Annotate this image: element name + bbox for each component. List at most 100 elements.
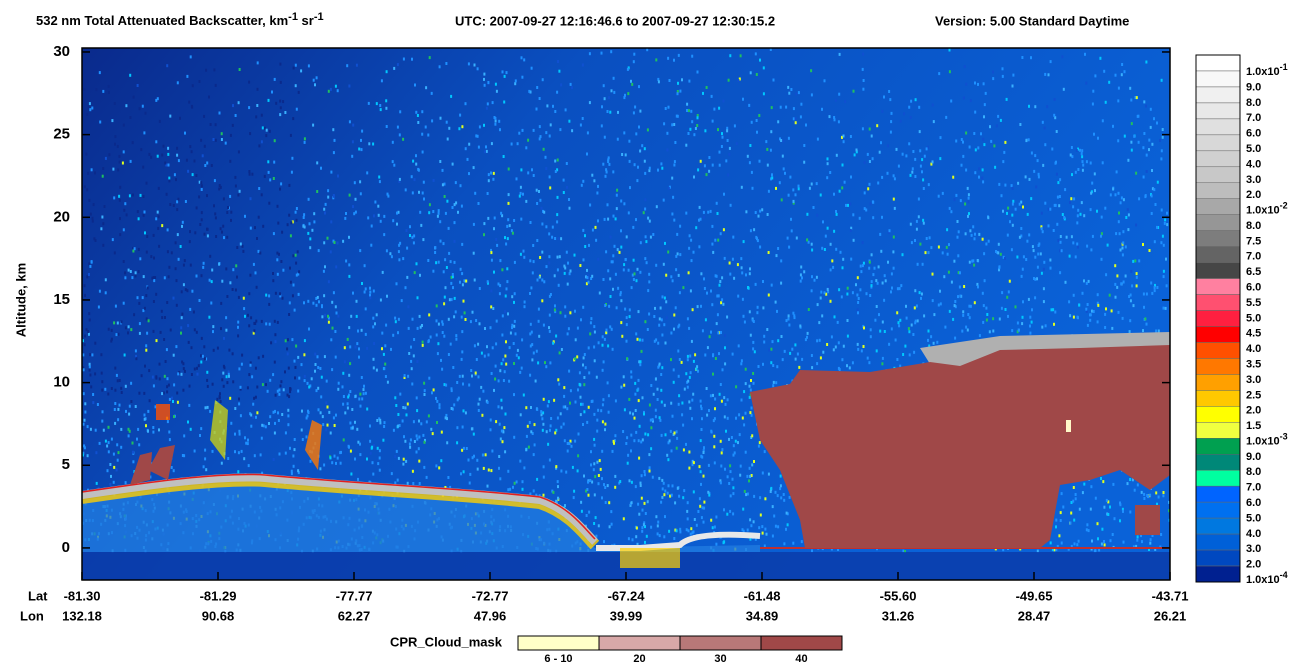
speckle xyxy=(815,275,818,279)
speckle xyxy=(143,210,146,214)
speckle xyxy=(593,412,596,416)
speckle xyxy=(1134,259,1137,263)
speckle xyxy=(777,339,780,343)
speckle xyxy=(659,306,662,310)
speckle xyxy=(1127,228,1130,232)
speckle xyxy=(422,238,425,242)
speckle xyxy=(720,145,723,148)
speckle xyxy=(1122,540,1125,544)
speckle xyxy=(97,486,100,490)
speckle xyxy=(460,472,462,476)
speckle xyxy=(118,154,121,158)
speckle xyxy=(1106,243,1109,247)
speckle xyxy=(714,238,717,242)
speckle xyxy=(110,437,113,441)
speckle xyxy=(866,356,869,360)
speckle xyxy=(899,364,902,368)
speckle xyxy=(877,181,880,185)
speckle xyxy=(1117,310,1120,314)
speckle xyxy=(818,338,821,342)
speckle xyxy=(691,120,694,124)
speckle xyxy=(161,224,164,228)
speckle xyxy=(363,290,366,294)
speckle xyxy=(627,92,630,96)
speckle xyxy=(378,180,381,184)
speckle xyxy=(766,328,769,331)
speckle xyxy=(632,258,635,262)
speckle xyxy=(331,326,334,330)
speckle xyxy=(346,402,349,406)
speckle xyxy=(681,401,684,405)
speckle xyxy=(955,139,958,143)
speckle xyxy=(549,424,552,428)
speckle xyxy=(634,409,637,412)
speckle xyxy=(1148,138,1151,142)
speckle xyxy=(1163,221,1166,225)
speckle xyxy=(145,181,148,185)
speckle xyxy=(657,341,660,345)
speckle xyxy=(135,357,138,361)
speckle xyxy=(274,393,277,397)
speckle xyxy=(86,454,89,458)
speckle xyxy=(762,306,765,310)
speckle xyxy=(736,263,739,267)
speckle xyxy=(667,441,670,445)
speckle xyxy=(716,294,719,298)
speckle xyxy=(759,245,762,249)
speckle xyxy=(97,305,100,309)
speckle xyxy=(175,345,178,349)
speckle xyxy=(288,301,291,305)
speckle xyxy=(108,90,110,94)
speckle xyxy=(390,347,392,351)
speckle xyxy=(168,176,171,180)
speckle xyxy=(180,326,183,330)
speckle xyxy=(738,77,741,81)
speckle xyxy=(452,286,454,290)
speckle xyxy=(688,326,691,330)
speckle xyxy=(511,326,513,330)
speckle xyxy=(397,331,399,335)
speckle xyxy=(253,396,256,400)
speckle xyxy=(166,250,169,254)
speckle xyxy=(104,156,107,160)
speckle xyxy=(152,426,155,429)
speckle xyxy=(644,257,647,261)
speckle xyxy=(1093,172,1096,176)
speckle xyxy=(948,70,951,74)
speckle xyxy=(928,236,931,240)
speckle xyxy=(397,250,400,254)
speckle xyxy=(625,442,628,445)
speckle xyxy=(638,125,640,129)
speckle xyxy=(980,132,982,136)
speckle xyxy=(538,190,540,193)
speckle xyxy=(211,268,214,272)
speckle xyxy=(142,309,145,313)
speckle xyxy=(688,466,691,470)
speckle xyxy=(237,150,240,154)
speckle xyxy=(1135,284,1138,288)
speckle xyxy=(773,514,776,518)
speckle xyxy=(648,469,651,473)
speckle xyxy=(1121,63,1124,66)
speckle xyxy=(177,257,180,261)
speckle xyxy=(87,171,90,175)
speckle xyxy=(272,177,275,180)
speckle xyxy=(624,93,626,97)
speckle xyxy=(826,176,829,180)
speckle xyxy=(431,391,433,395)
speckle xyxy=(500,211,503,215)
speckle xyxy=(421,343,424,347)
speckle xyxy=(348,393,350,397)
speckle xyxy=(459,113,462,117)
speckle xyxy=(1021,56,1024,59)
speckle xyxy=(853,153,856,157)
speckle xyxy=(968,304,971,308)
speckle xyxy=(327,195,330,199)
speckle xyxy=(1145,60,1148,64)
speckle xyxy=(990,139,993,143)
speckle xyxy=(339,461,342,465)
speckle xyxy=(715,515,718,519)
speckle xyxy=(899,119,902,123)
speckle xyxy=(1157,495,1160,499)
speckle xyxy=(674,306,677,310)
